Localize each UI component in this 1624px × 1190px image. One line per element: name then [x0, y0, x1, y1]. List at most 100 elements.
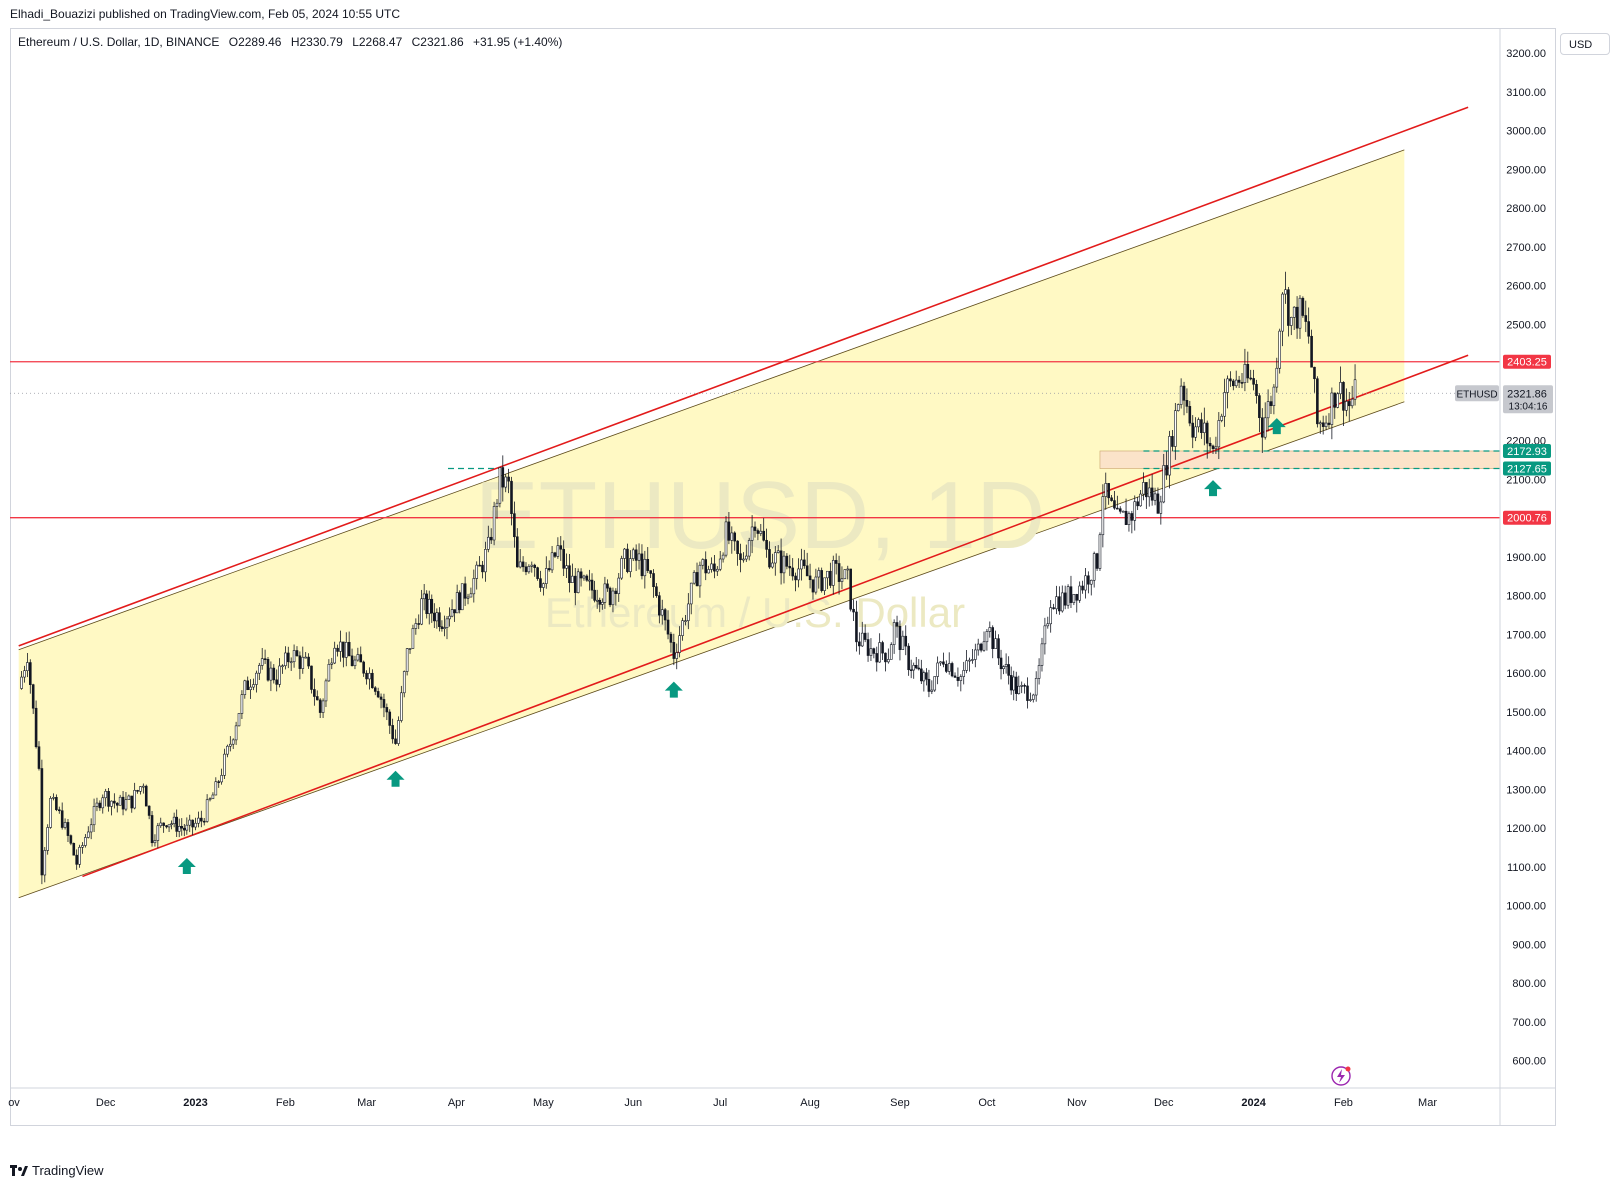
- candle-body: [136, 790, 139, 792]
- candle-body: [884, 652, 887, 663]
- level-label-bg-0: [1503, 354, 1551, 369]
- candle-body: [917, 667, 921, 670]
- candle-body: [52, 797, 55, 799]
- candle-body: [855, 611, 858, 643]
- footer-brand[interactable]: TradingView: [10, 1163, 104, 1178]
- candle-body: [840, 578, 844, 582]
- candle-body: [487, 536, 490, 550]
- trend-line-0[interactable]: [18, 106, 1469, 647]
- change-value: +31.95 (+1.40%): [473, 35, 563, 49]
- candle-body: [542, 583, 545, 588]
- candle-body: [1078, 585, 1081, 601]
- price-tick-label: 1300.00: [1506, 784, 1546, 796]
- time-tick-label: ov: [8, 1097, 20, 1109]
- candle-body: [724, 521, 728, 556]
- candle-body: [904, 635, 908, 647]
- candle-body: [1145, 482, 1148, 498]
- trend-line-1[interactable]: [82, 354, 1469, 878]
- time-tick-label: Apr: [448, 1097, 465, 1109]
- candle-body: [707, 569, 710, 574]
- candle-body: [550, 552, 554, 571]
- candle-body: [997, 638, 1000, 659]
- candle-body: [1159, 501, 1163, 514]
- candle-body: [1101, 496, 1105, 536]
- candle-body: [739, 553, 742, 561]
- lightning-icon[interactable]: [1331, 1066, 1351, 1086]
- level-label-bg-3: [1503, 461, 1551, 476]
- candle-body: [263, 658, 267, 660]
- candle-body: [495, 502, 499, 507]
- candle-body: [1089, 579, 1093, 585]
- candle-body: [1113, 500, 1116, 509]
- time-tick-label: Oct: [978, 1097, 995, 1109]
- countdown-label: 13:04:16: [1509, 401, 1548, 412]
- level-label-bg-2: [1503, 443, 1551, 458]
- candle-body: [1095, 553, 1099, 569]
- candle-body: [544, 568, 548, 584]
- price-tick-label: 1600.00: [1506, 668, 1546, 680]
- time-tick-label: Feb: [276, 1097, 295, 1109]
- candle-body: [1162, 465, 1166, 503]
- candle-body: [1287, 289, 1290, 326]
- candle-body: [629, 558, 632, 572]
- candle-body: [875, 653, 879, 663]
- candle-body: [220, 775, 223, 783]
- candle-body: [425, 593, 429, 614]
- candle-body: [623, 548, 626, 559]
- currency-button[interactable]: USD: [1560, 33, 1610, 55]
- candle-body: [736, 540, 739, 554]
- candle-body: [95, 802, 99, 807]
- candle-body: [1060, 592, 1064, 612]
- candle-body: [170, 823, 173, 826]
- candle-body: [104, 790, 107, 799]
- candle-body: [768, 549, 771, 568]
- candle-body: [568, 565, 571, 583]
- candle-body: [1342, 382, 1345, 411]
- candle-body: [1292, 306, 1296, 318]
- candle-body: [1092, 553, 1096, 581]
- candle-body: [976, 643, 980, 651]
- candle-body: [37, 746, 41, 769]
- candle-body: [1174, 410, 1177, 447]
- candle-body: [28, 662, 32, 685]
- candle-body: [582, 575, 586, 579]
- candle-body: [249, 686, 252, 691]
- candle-body: [515, 536, 519, 568]
- candle-body: [718, 558, 722, 570]
- candle-body: [430, 598, 434, 614]
- candle-body: [710, 563, 713, 570]
- price-tick-label: 3100.00: [1506, 87, 1546, 99]
- price-tick-label: 1200.00: [1506, 823, 1546, 835]
- candle-body: [1142, 482, 1145, 495]
- low-value: L2268.47: [352, 35, 403, 49]
- candle-body: [593, 589, 596, 601]
- time-tick-label: 2023: [183, 1097, 207, 1109]
- candle-body: [927, 678, 931, 692]
- candle-body: [1217, 420, 1221, 448]
- candle-body: [400, 692, 403, 721]
- candle-body: [433, 612, 436, 622]
- candle-body: [113, 800, 116, 804]
- candle-body: [286, 652, 290, 663]
- candle-body: [1281, 293, 1284, 332]
- candle-body: [1110, 497, 1113, 501]
- candle-body: [901, 635, 905, 650]
- candle-body: [492, 506, 496, 541]
- candle-body: [1185, 400, 1189, 407]
- candle-body: [750, 526, 754, 541]
- candle-body: [1208, 442, 1212, 447]
- symbol-description[interactable]: Ethereum / U.S. Dollar, 1D, BINANCE: [18, 35, 220, 49]
- candle-body: [86, 831, 90, 838]
- candle-body: [909, 669, 913, 671]
- candle-body: [310, 665, 313, 690]
- candle-body: [608, 587, 612, 606]
- candle-body: [834, 560, 838, 564]
- symbol-tag[interactable]: ETHUSD: [1456, 389, 1497, 400]
- candle-body: [217, 781, 221, 783]
- candle-body: [475, 564, 479, 579]
- candle-body: [321, 700, 325, 713]
- candle-body: [527, 566, 531, 573]
- candle-body: [1153, 493, 1157, 501]
- candle-body: [829, 570, 832, 586]
